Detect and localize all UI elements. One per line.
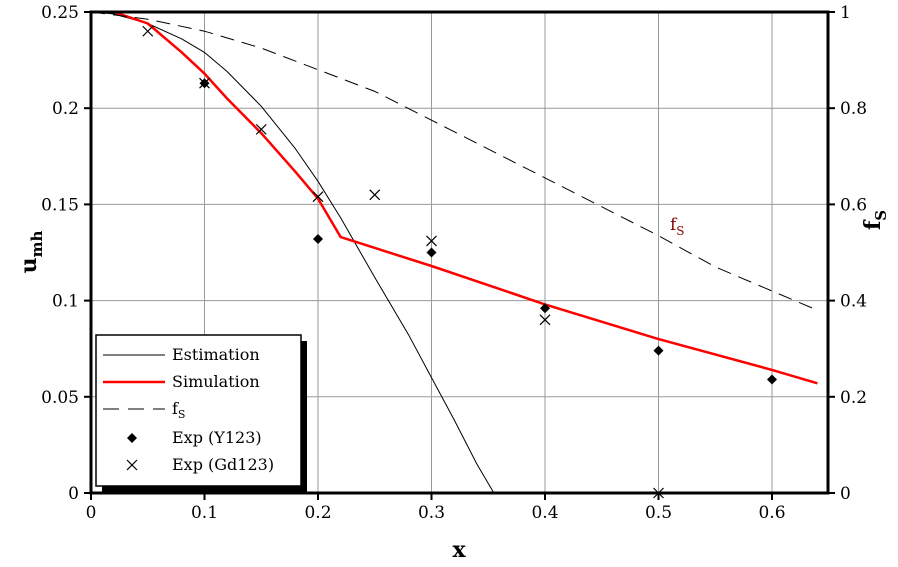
- y-right-tick-label: 0.8: [840, 99, 867, 119]
- series-layer: [90, 10, 818, 499]
- point-y123-5: [767, 374, 777, 385]
- legend-marker-exp-gd123: [126, 459, 138, 471]
- x-tick-label: 0.5: [645, 503, 672, 523]
- x-tick-label: 0.4: [531, 503, 558, 523]
- cross-stroke: [369, 189, 381, 201]
- ticks: 0 0.1 0.2 0.3 0.4 0.5 0.6 0 0.05 0.1 0.15 0.2 0.25 0 0…: [41, 3, 867, 523]
- y-right-tick-label: 0.6: [840, 195, 867, 215]
- point-y123-2: [426, 247, 437, 258]
- point-gd123-3: [312, 191, 324, 203]
- cross-stroke: [142, 25, 154, 37]
- point-gd123-6: [539, 314, 551, 326]
- legend-label-exp-gd123: Exp (Gd123): [172, 455, 274, 474]
- y-right-tick-label: 0.4: [840, 292, 867, 312]
- cross-stroke: [199, 77, 210, 89]
- y-left-tick-label: 0: [68, 484, 79, 504]
- y-right-tick-label: 0.2: [840, 388, 867, 408]
- y-right-tick-label: 0: [840, 484, 851, 504]
- series-line-estimation: [90, 11, 495, 494]
- y-right-tick-label: 1: [840, 3, 851, 23]
- point-gd123-0: [142, 25, 154, 37]
- y-left-axis-title: umh: [16, 231, 46, 274]
- point-gd123-4: [369, 189, 381, 201]
- y-left-tick-label: 0.1: [52, 292, 79, 312]
- point-gd123-1: [199, 77, 210, 89]
- legend-label-exp-y123: Exp (Y123): [172, 428, 262, 447]
- point-y123-1: [313, 234, 323, 245]
- cross-stroke: [126, 459, 138, 471]
- cross-stroke: [255, 123, 267, 135]
- y-left-tick-label: 0.2: [52, 99, 79, 119]
- x-tick-label: 0.6: [758, 503, 785, 523]
- point-gd123-5: [426, 235, 437, 247]
- y-left-tick-label: 0.15: [41, 195, 79, 215]
- x-tick-label: 0: [86, 503, 97, 523]
- point-y123-4: [653, 345, 664, 356]
- legend-box: [95, 334, 302, 487]
- cross-stroke: [539, 314, 551, 326]
- x-axis-title: x: [452, 537, 466, 563]
- cross-stroke: [312, 191, 324, 203]
- series-line-simulation: [91, 10, 818, 385]
- x-tick-label: 0.1: [191, 503, 218, 523]
- y-left-tick-label: 0.05: [41, 388, 79, 408]
- plot-frame: [89, 10, 830, 495]
- fs-curve-annotation: fS: [670, 215, 685, 238]
- cross-stroke: [426, 235, 437, 247]
- series-line-f: [90, 11, 818, 311]
- y-left-tick-label: 0.25: [41, 3, 79, 23]
- point-y123-3: [540, 303, 550, 314]
- x-tick-label: 0.3: [418, 503, 445, 523]
- x-tick-label: 0.2: [304, 503, 331, 523]
- legend-label-simulation: Simulation: [172, 372, 260, 391]
- y-right-axis-title: fS: [860, 210, 890, 230]
- point-gd123-2: [255, 123, 267, 135]
- legend-label-estimation: Estimation: [172, 345, 260, 364]
- legend-marker-exp-y123: [127, 433, 137, 443]
